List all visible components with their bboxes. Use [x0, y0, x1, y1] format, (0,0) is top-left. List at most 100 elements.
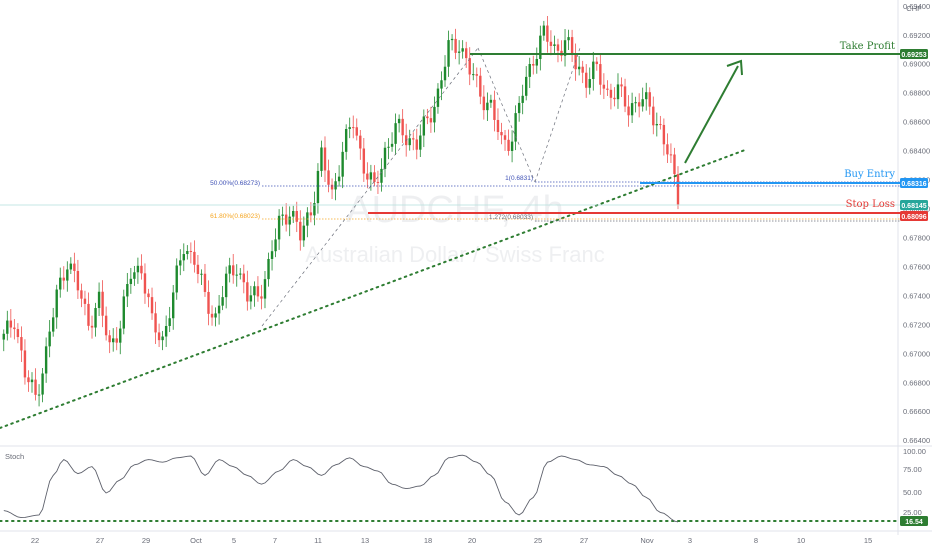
candle-body — [521, 95, 524, 103]
candle-body — [320, 147, 323, 171]
buy-entry-tag — [900, 178, 928, 188]
date-tick-label: 7 — [273, 536, 277, 545]
price-tick-label: 0.69400 — [903, 2, 930, 11]
candle-body — [623, 86, 627, 107]
price-tick-label: 0.68400 — [903, 147, 930, 156]
candle-body — [500, 131, 503, 136]
candle-body — [41, 373, 44, 395]
date-tick-label: 5 — [232, 536, 236, 545]
candle-body — [253, 286, 256, 296]
candle-body — [66, 269, 69, 281]
candle-body — [503, 135, 507, 140]
candle-body — [440, 80, 443, 89]
candle-body — [143, 273, 147, 294]
price-axis: 0.69400 0.69200 0.69000 0.68800 0.68600 0.684… — [903, 2, 930, 445]
date-tick-label: 3 — [688, 536, 692, 545]
candle-body — [634, 102, 637, 104]
candle-body — [397, 118, 401, 124]
candle-body — [528, 63, 531, 77]
candle-body — [666, 144, 669, 155]
price-tick-label: 0.68600 — [903, 118, 930, 127]
candle-body — [493, 99, 496, 120]
candle-body — [510, 141, 514, 151]
target-arrow-shaft — [684, 65, 739, 164]
candle-body — [387, 146, 390, 148]
candle-body — [115, 338, 118, 343]
candle-body — [341, 151, 344, 177]
candle-body — [27, 377, 30, 383]
candle-body — [94, 308, 97, 328]
take-profit-tag-text: 0.69253 — [901, 52, 926, 59]
candle-body — [83, 298, 87, 304]
candle-body — [486, 102, 489, 111]
candle-body — [482, 96, 486, 111]
candle-body — [373, 172, 376, 182]
fib-50-label: 50.00%(0.68273) — [210, 180, 260, 187]
candle-body — [352, 127, 355, 129]
buy-entry-tag-text: 0.68316 — [901, 181, 926, 188]
candle-body — [9, 320, 13, 328]
stoch-level-75: 75.00 — [903, 465, 922, 474]
candle-body — [256, 286, 260, 297]
price-tick-label: 0.67000 — [903, 349, 930, 358]
candlestick-series — [2, 16, 680, 407]
candle-body — [588, 79, 591, 88]
candle-body — [599, 64, 602, 85]
candle-body — [104, 315, 108, 336]
fib-guide-right-b — [534, 47, 581, 183]
candle-body — [659, 124, 662, 126]
candle-body — [90, 325, 94, 328]
date-tick-label: 22 — [31, 536, 39, 545]
stoch-label: Stoch — [5, 452, 24, 461]
candle-body — [577, 66, 581, 70]
price-tick-label: 0.67600 — [903, 262, 930, 271]
stoch-level-50: 50.00 — [903, 488, 922, 497]
candle-body — [401, 118, 404, 136]
candle-body — [517, 102, 521, 114]
description-watermark: Australian Dollar / Swiss Franc — [305, 242, 605, 267]
candle-body — [59, 277, 62, 290]
candle-body — [450, 38, 454, 41]
date-tick-label: 27 — [580, 536, 588, 545]
candle-body — [412, 138, 415, 140]
date-tick-label: Nov — [640, 536, 654, 545]
price-tick-label: 0.69200 — [903, 31, 930, 40]
candle-body — [380, 168, 383, 183]
candle-body — [316, 170, 320, 204]
candle-body — [48, 331, 51, 347]
candle-body — [23, 350, 27, 378]
candle-body — [355, 127, 358, 136]
candle-body — [652, 106, 655, 126]
candle-body — [221, 297, 224, 306]
candle-body — [73, 263, 76, 271]
candle-body — [277, 215, 281, 240]
price-tick-label: 0.67800 — [903, 233, 930, 242]
currency-label: CHF — [906, 4, 922, 13]
candle-body — [525, 76, 528, 96]
date-tick-label: 15 — [864, 536, 872, 545]
candle-body — [126, 284, 129, 297]
candle-body — [111, 338, 115, 343]
candle-body — [323, 147, 327, 171]
candle-body — [168, 318, 171, 327]
fib-guide-right-a — [477, 47, 536, 183]
price-tick-label: 0.66400 — [903, 436, 930, 445]
candle-body — [655, 124, 659, 126]
candle-body — [641, 99, 644, 107]
candle-body — [200, 273, 203, 275]
candle-body — [150, 297, 154, 314]
candle-body — [189, 250, 193, 252]
candle-body — [648, 92, 651, 107]
stoch-line — [3, 454, 679, 523]
candle-body — [489, 99, 493, 103]
candle-body — [514, 113, 517, 142]
candle-body — [119, 328, 122, 343]
candle-body — [210, 313, 214, 318]
stoch-level-100: 100.00 — [903, 447, 926, 456]
candle-body — [302, 225, 306, 241]
candle-body — [546, 25, 549, 42]
stoch-level-25: 25.00 — [903, 508, 922, 517]
candle-body — [97, 291, 101, 309]
stop-loss-tag — [900, 211, 928, 221]
